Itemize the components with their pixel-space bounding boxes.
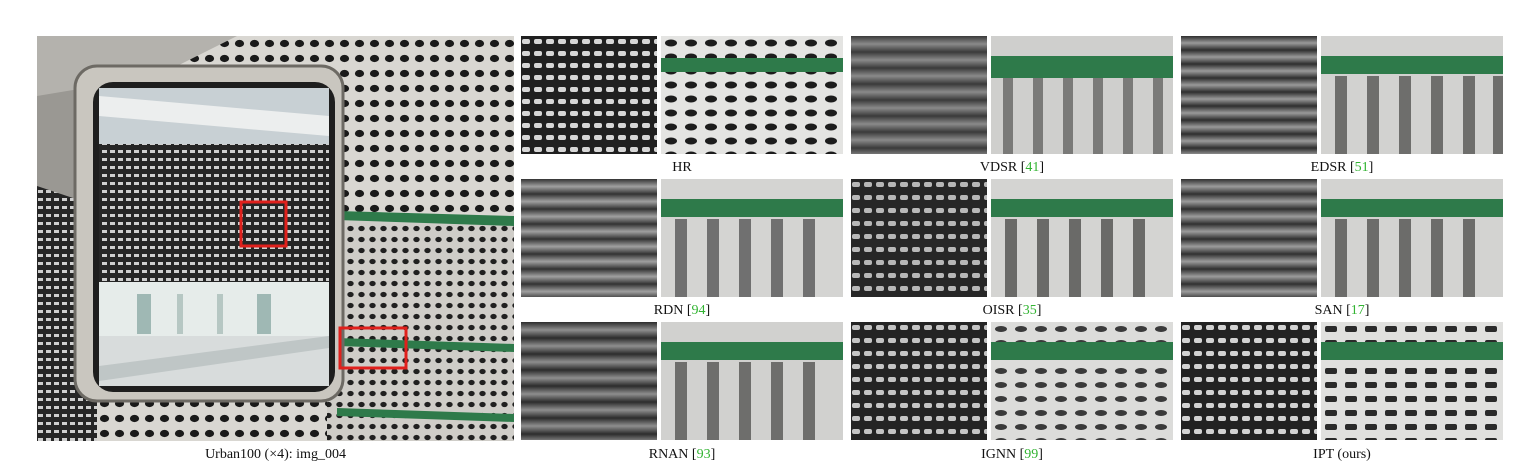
caption-hr: HR	[672, 160, 692, 175]
caption-ignn: IGNN [99]	[981, 447, 1043, 462]
caption-oisr: OISR [35]	[982, 303, 1042, 318]
caption-san: SAN [17]	[1314, 303, 1370, 318]
caption-ipt: IPT (ours)	[1313, 447, 1371, 462]
caption-vdsr: VDSR [41]	[979, 160, 1045, 175]
caption-rdn: RDN [94]	[653, 303, 711, 318]
caption-edsr: EDSR [51]	[1310, 160, 1374, 175]
main-image	[37, 36, 514, 441]
caption-rnan: RNAN [93]	[648, 447, 716, 462]
main-caption: Urban100 (×4): img_004	[205, 447, 346, 462]
